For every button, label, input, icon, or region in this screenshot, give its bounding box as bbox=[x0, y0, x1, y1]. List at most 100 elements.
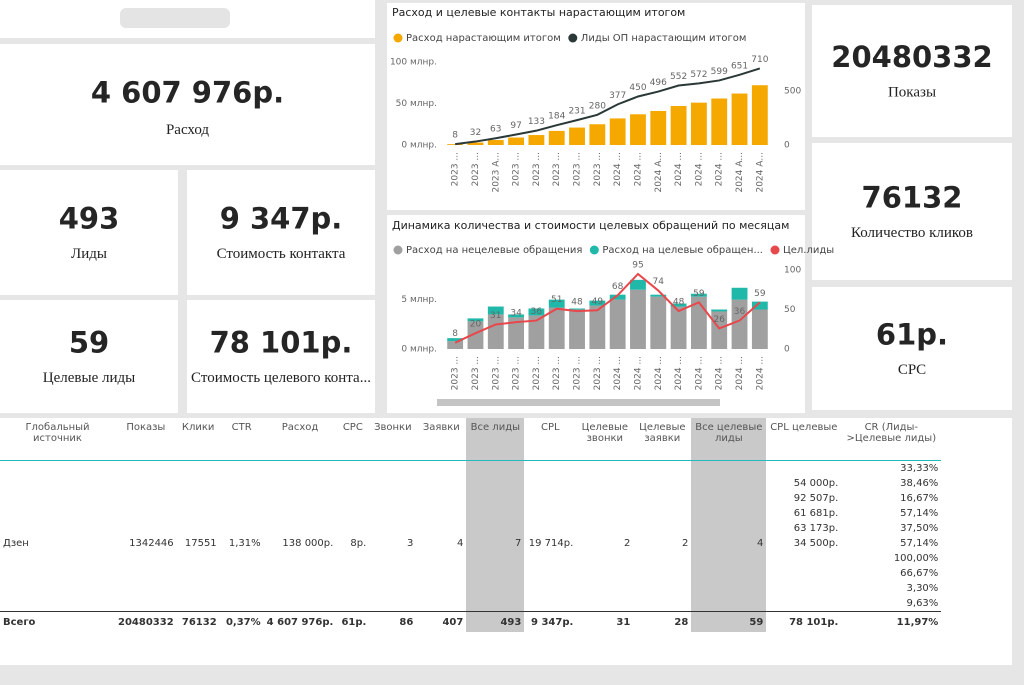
total-cell: 78 101р. bbox=[766, 611, 842, 632]
cell bbox=[264, 476, 337, 491]
x-tick-label: 2024 ... bbox=[633, 152, 643, 186]
cell: 33,33% bbox=[900, 463, 939, 474]
data-label: 20 bbox=[470, 320, 482, 330]
x-tick-label: 2023 ... bbox=[552, 356, 562, 390]
cell bbox=[466, 460, 525, 476]
data-label: 31 bbox=[490, 311, 501, 321]
data-label: 133 bbox=[528, 117, 545, 127]
cell bbox=[220, 491, 264, 506]
cell bbox=[177, 521, 220, 536]
x-tick-label: 2024 ... bbox=[613, 152, 623, 186]
cell bbox=[177, 581, 220, 596]
bar bbox=[609, 118, 626, 145]
bar bbox=[508, 317, 525, 349]
cell bbox=[336, 551, 369, 566]
column-header: CR (Лиды->Целевые лиды) bbox=[841, 418, 942, 461]
cell bbox=[369, 491, 416, 506]
cell bbox=[466, 506, 525, 521]
data-label: 95 bbox=[632, 260, 643, 270]
table-row: 66,67% bbox=[0, 566, 941, 581]
cell bbox=[691, 596, 767, 612]
cell bbox=[633, 566, 691, 581]
data-label: 496 bbox=[650, 78, 667, 88]
bar bbox=[609, 294, 626, 300]
scrollbar bbox=[437, 399, 720, 406]
cell bbox=[369, 566, 416, 581]
bar bbox=[508, 314, 525, 318]
cell: 57,14% bbox=[900, 538, 939, 549]
cell bbox=[416, 566, 466, 581]
cell: 2 bbox=[623, 538, 631, 549]
total-cell: 4 607 976р. bbox=[263, 611, 337, 632]
cell bbox=[633, 476, 691, 491]
panel bbox=[0, 300, 178, 413]
x-tick-label: 2023 ... bbox=[532, 152, 542, 186]
bar bbox=[467, 142, 484, 145]
cell: 8р. bbox=[350, 538, 367, 549]
bar bbox=[589, 305, 606, 349]
bar bbox=[670, 105, 687, 145]
column-header: Клики bbox=[176, 418, 220, 461]
cell bbox=[633, 581, 691, 596]
cell bbox=[336, 476, 369, 491]
cell bbox=[466, 581, 525, 596]
x-tick-label: 2023 ... bbox=[593, 152, 603, 186]
panel bbox=[812, 5, 1012, 137]
bar bbox=[569, 127, 585, 145]
panel bbox=[812, 143, 1012, 280]
data-label: 51 bbox=[551, 295, 562, 305]
cell bbox=[264, 461, 337, 477]
cell bbox=[115, 551, 177, 566]
cell bbox=[524, 581, 576, 596]
cell bbox=[766, 596, 841, 612]
cell bbox=[466, 566, 525, 581]
blurred-title bbox=[120, 8, 230, 28]
kpi-label: Стоимость целевого конта... bbox=[191, 370, 371, 386]
cell bbox=[524, 461, 576, 477]
cell bbox=[369, 581, 416, 596]
x-tick-label: 2024 ... bbox=[674, 356, 684, 390]
cell bbox=[220, 551, 264, 566]
data-label: 552 bbox=[670, 72, 687, 82]
legend-marker bbox=[393, 33, 403, 43]
data-label: 63 bbox=[490, 125, 501, 135]
bar bbox=[447, 341, 464, 349]
cell: 17551 bbox=[184, 538, 217, 549]
column-header: Целевые звонки bbox=[576, 418, 634, 461]
bar bbox=[690, 293, 707, 297]
kpi-value: 9 347р. bbox=[220, 202, 343, 236]
total-cell: 493 bbox=[466, 611, 525, 632]
legend-label: Лиды ОП нарастающим итогом bbox=[581, 33, 747, 44]
cell bbox=[576, 521, 633, 536]
bar bbox=[487, 140, 504, 145]
cell bbox=[177, 566, 220, 581]
bar bbox=[731, 93, 748, 145]
legend-label: Расход на целевые обращен... bbox=[602, 245, 763, 256]
chart-title: Динамика количества и стоимости целевых … bbox=[392, 219, 789, 232]
cell: 3,30% bbox=[906, 583, 939, 594]
total-cell: 61р. bbox=[336, 611, 370, 632]
table-row: 3,30% bbox=[0, 581, 941, 596]
cell bbox=[766, 566, 841, 581]
cell: Дзен bbox=[3, 538, 29, 549]
x-tick-label: 2024 ... bbox=[654, 356, 664, 390]
data-label: 231 bbox=[568, 107, 585, 117]
bar bbox=[528, 315, 545, 349]
cell bbox=[0, 506, 115, 521]
cell: 38,46% bbox=[900, 478, 939, 489]
cell bbox=[466, 551, 525, 566]
data-label: 97 bbox=[510, 121, 521, 131]
table-row: 61 681р. 57,14% bbox=[0, 506, 941, 521]
x-tick-label: 2023 ... bbox=[593, 356, 603, 390]
legend-marker bbox=[770, 245, 780, 255]
data-label: 599 bbox=[711, 67, 728, 77]
data-label: 280 bbox=[589, 101, 606, 111]
cell: 4 bbox=[456, 538, 464, 549]
data-label: 48 bbox=[571, 298, 583, 308]
table-row: 54 000р. 38,46% bbox=[0, 476, 941, 491]
bar bbox=[569, 308, 585, 310]
panel bbox=[187, 170, 375, 295]
cell bbox=[369, 476, 416, 491]
x-tick-label: 2023 ... bbox=[471, 152, 481, 186]
